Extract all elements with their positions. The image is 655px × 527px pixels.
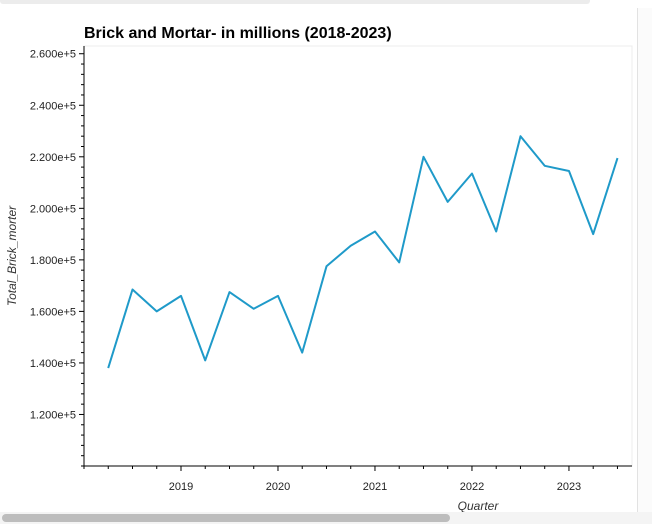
- chart-title: Brick and Mortar- in millions (2018-2023…: [84, 25, 392, 42]
- y-tick-label: 1.400e+5: [30, 358, 76, 370]
- x-tick-label: 2019: [169, 481, 193, 493]
- y-tick-label: 2.400e+5: [30, 100, 76, 112]
- x-tick-label: 2023: [557, 481, 581, 493]
- bottom-scrollbar-thumb[interactable]: [2, 514, 450, 522]
- x-axis-ticks: 2019 2020 2021 2022 2023: [83, 466, 618, 493]
- top-scrollbar[interactable]: [0, 0, 590, 4]
- series-line: [107, 135, 619, 369]
- y-tick-label: 1.200e+5: [30, 409, 76, 421]
- series-group: [107, 135, 619, 369]
- y-axis-label: Total_Brick_morter: [5, 205, 19, 306]
- y-tick-label: 2.000e+5: [30, 203, 76, 215]
- y-tick-label: 2.200e+5: [30, 152, 76, 164]
- y-tick-label: 2.600e+5: [30, 49, 76, 61]
- right-scroll-gutter: [637, 8, 652, 518]
- y-axis-ticks: 1.200e+5 1.400e+5 1.600e+5 1.800e+5 2.000e+5…: [30, 49, 84, 467]
- y-tick-label: 1.800e+5: [30, 255, 76, 267]
- x-tick-label: 2020: [266, 481, 290, 493]
- x-tick-label: 2021: [363, 481, 387, 493]
- x-tick-label: 2022: [460, 481, 484, 493]
- x-axis-label: Quarter: [458, 499, 500, 513]
- plot-frame: [83, 45, 633, 467]
- y-tick-label: 1.600e+5: [30, 306, 76, 318]
